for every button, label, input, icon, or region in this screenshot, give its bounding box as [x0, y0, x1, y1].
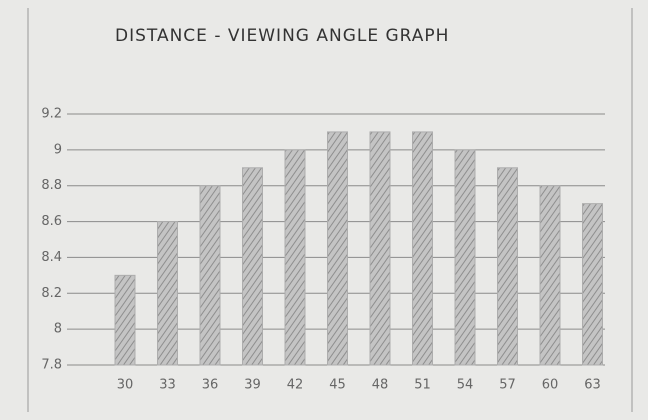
y-tick-label: 8.2	[41, 286, 62, 301]
x-tick-label: 60	[542, 378, 559, 393]
y-tick-label: 8	[54, 322, 62, 337]
bar	[454, 149, 476, 366]
y-tick-label: 9.2	[41, 107, 62, 122]
x-tick-label: 45	[329, 378, 346, 393]
chart-title: DISTANCE - VIEWING ANGLE GRAPH	[115, 26, 449, 46]
bar	[157, 221, 178, 366]
x-tick-label: 39	[244, 378, 261, 393]
y-tick-label: 9	[54, 142, 62, 157]
x-tick-label: 48	[372, 378, 389, 393]
x-tick-label: 54	[457, 378, 474, 393]
y-tick-label: 8.6	[41, 214, 62, 229]
bar	[369, 131, 391, 366]
x-tick-label: 57	[499, 378, 516, 393]
bar	[114, 274, 136, 366]
bar	[242, 167, 263, 366]
bar	[284, 149, 306, 366]
x-tick-label: 30	[117, 378, 134, 393]
bar	[582, 203, 603, 366]
bar	[539, 185, 561, 366]
x-tick-label: 33	[159, 378, 176, 393]
x-tick-label: 63	[584, 378, 601, 393]
bar	[327, 131, 348, 366]
bar	[412, 131, 433, 366]
y-tick-label: 7.8	[41, 358, 62, 373]
y-tick-label: 8.8	[41, 178, 62, 193]
x-tick-label: 42	[287, 378, 304, 393]
bar	[199, 185, 221, 366]
bar	[497, 167, 518, 366]
x-tick-label: 36	[202, 378, 219, 393]
x-tick-label: 51	[414, 378, 431, 393]
y-tick-label: 8.4	[41, 250, 62, 265]
